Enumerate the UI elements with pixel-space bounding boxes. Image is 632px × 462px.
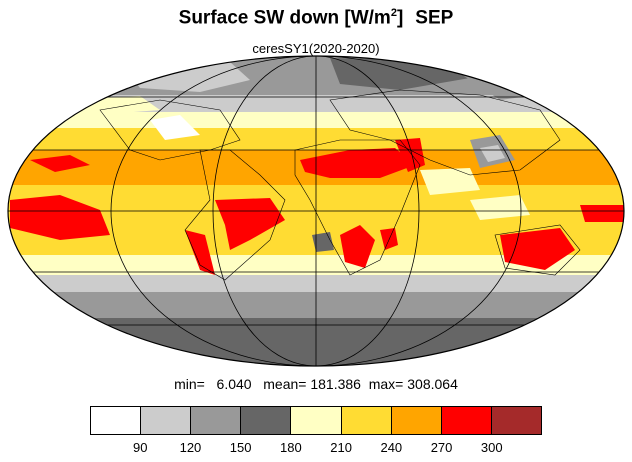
colorbar-label: 270 — [430, 440, 453, 455]
plot-title: Surface SW down [W/m2] SEP — [178, 7, 454, 29]
colorbar-box — [491, 407, 541, 434]
colorbar-label: 180 — [280, 440, 302, 455]
colorbar-box — [91, 407, 142, 434]
colorbar-box — [191, 407, 242, 434]
colorbar-label: 300 — [480, 440, 503, 455]
colorbar-label: 150 — [229, 440, 252, 455]
colorbar-box — [341, 407, 392, 434]
globe-outline — [7, 55, 625, 367]
colorbar-box — [391, 407, 442, 434]
colorbar-label: 240 — [380, 440, 403, 455]
colorbar-box — [141, 407, 192, 434]
colorbar-label: 210 — [330, 440, 352, 455]
coastlines — [99, 89, 581, 281]
colorbar — [90, 406, 542, 435]
colorbar-box — [291, 407, 342, 434]
statistics: min= 6.040 mean= 181.386 max= 308.064 — [174, 376, 458, 392]
colorbar-labels: 90 120 150 180 210 240 270 300 — [90, 440, 542, 458]
colorbar-label: 90 — [132, 440, 148, 455]
colorbar-label: 120 — [179, 440, 202, 455]
colorbar-box — [241, 407, 292, 434]
colorbar-box — [441, 407, 492, 434]
plot-subtitle: ceresSY1(2020-2020) — [252, 41, 380, 56]
